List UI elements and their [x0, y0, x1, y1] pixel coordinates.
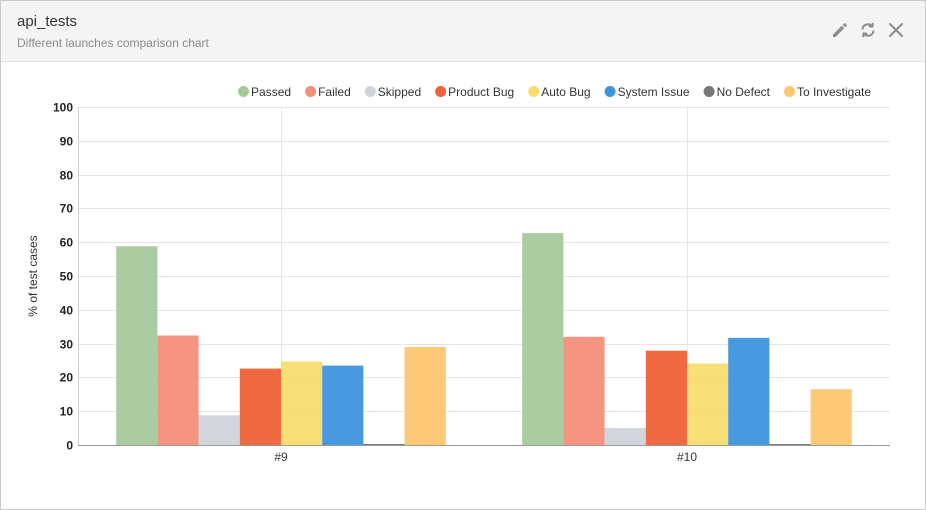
legend-swatch: [783, 86, 795, 97]
legend-label: Passed: [251, 85, 291, 99]
legend-swatch: [435, 86, 447, 97]
bar-to-investigate[interactable]: [810, 389, 852, 445]
pencil-icon[interactable]: [830, 20, 850, 40]
y-tick-label: 10: [60, 405, 74, 419]
close-icon[interactable]: [886, 20, 906, 40]
bar-no-defect[interactable]: [769, 444, 811, 445]
y-axis-title: % of test cases: [26, 235, 40, 316]
legend-label: No Defect: [717, 85, 771, 99]
bar-skipped[interactable]: [604, 428, 646, 445]
bar-passed[interactable]: [522, 233, 564, 445]
legend-item-system-issue[interactable]: System Issue: [604, 85, 690, 99]
legend-item-product-bug[interactable]: Product Bug: [435, 85, 514, 99]
bar-system-issue[interactable]: [728, 337, 770, 445]
legend-swatch: [364, 86, 376, 97]
legend-item-skipped[interactable]: Skipped: [364, 85, 421, 99]
y-tick-label: 90: [60, 135, 74, 149]
legend-item-failed[interactable]: Failed: [305, 85, 351, 99]
legend-label: Skipped: [378, 85, 421, 99]
legend-swatch: [703, 86, 715, 97]
legend-label: Product Bug: [448, 85, 514, 99]
bar-system-issue[interactable]: [322, 365, 364, 445]
legend-swatch: [238, 86, 250, 97]
y-tick-label: 100: [53, 101, 73, 115]
widget-title: api_tests: [17, 13, 78, 30]
refresh-icon[interactable]: [858, 20, 878, 40]
legend-item-passed[interactable]: Passed: [238, 85, 291, 99]
y-tick-label: 70: [60, 202, 74, 216]
bar-auto-bug[interactable]: [687, 363, 729, 446]
x-tick-label: #10: [677, 450, 697, 464]
widget-subtitle: Different launches comparison chart: [17, 36, 209, 50]
legend-label: To Investigate: [797, 85, 871, 99]
bar-no-defect[interactable]: [363, 444, 405, 445]
legend-swatch: [305, 86, 317, 97]
y-tick-label: 20: [60, 371, 74, 385]
bar-failed[interactable]: [157, 335, 199, 446]
y-tick-label: 60: [60, 236, 74, 250]
y-tick-label: 80: [60, 169, 74, 183]
chart: 0 10 20 30 40 50 60 70 80 90 100 #9 #10 Passed Failed…: [26, 85, 890, 464]
legend-item-to-investigate[interactable]: To Investigate: [783, 85, 871, 99]
bar-product-bug[interactable]: [645, 350, 687, 445]
legend-item-auto-bug[interactable]: Auto Bug: [528, 85, 591, 99]
bar-failed[interactable]: [563, 336, 605, 445]
bar-product-bug[interactable]: [239, 368, 281, 445]
bar-auto-bug[interactable]: [281, 361, 323, 446]
y-tick-label: 30: [60, 338, 74, 352]
bar-passed[interactable]: [116, 246, 158, 445]
bar-skipped[interactable]: [198, 415, 240, 445]
y-tick-label: 0: [66, 439, 73, 453]
x-tick-label: #9: [274, 450, 288, 464]
legend-item-no-defect[interactable]: No Defect: [703, 85, 771, 99]
legend-label: Failed: [318, 85, 351, 99]
bar-to-investigate[interactable]: [404, 347, 446, 445]
y-tick-label: 40: [60, 304, 74, 318]
legend-swatch: [528, 86, 540, 97]
legend-swatch: [604, 86, 616, 97]
legend-label: System Issue: [618, 85, 690, 99]
y-tick-label: 50: [60, 270, 74, 284]
legend-label: Auto Bug: [541, 85, 590, 99]
widget-header: api_tests Different launches comparison …: [1, 1, 925, 62]
